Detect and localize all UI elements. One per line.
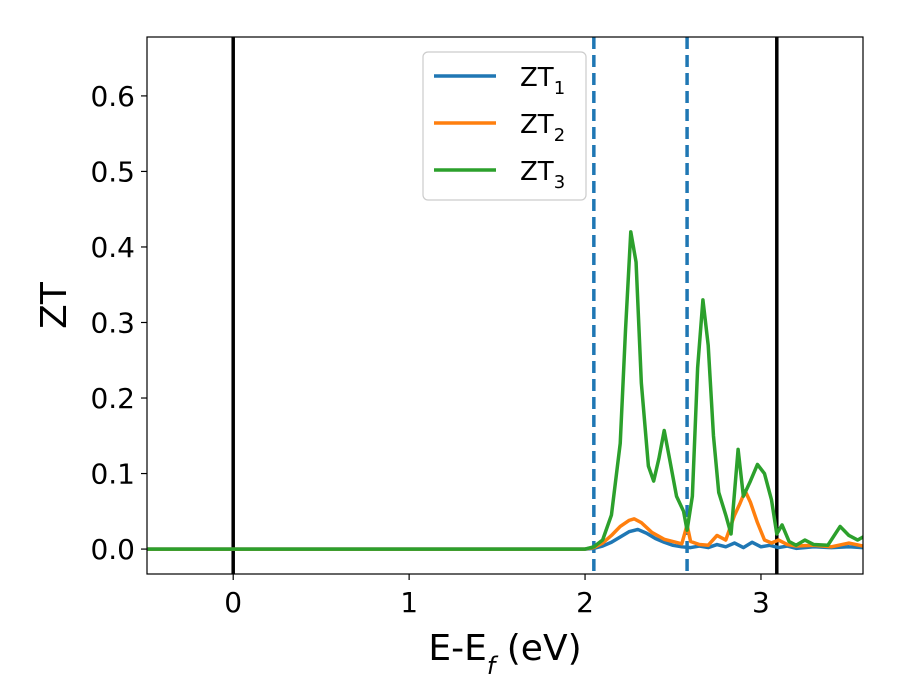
y-tick-label: 0.2: [90, 382, 135, 415]
y-tick-label: 0.1: [90, 458, 135, 491]
legend-label-1: ZT1: [520, 63, 565, 99]
x-tick-label: 3: [752, 586, 770, 619]
axes-frame: [146, 36, 864, 575]
y-tick-label: 0.4: [90, 231, 135, 264]
legend-box: [422, 51, 587, 201]
axis-titles: E-Ef (eV) ZT: [34, 281, 582, 680]
y-tick-label: 0.3: [90, 306, 135, 339]
axis-ticks: 0 1 2 3 0.0 0.1 0.2 0.3 0.4 0.5 0.6: [90, 80, 769, 619]
x-axis-title: E-Ef (eV): [428, 628, 581, 680]
x-tick-label: 0: [224, 586, 242, 619]
series-line-1: [147, 527, 863, 551]
y-tick-label: 0.6: [90, 80, 135, 113]
plot-area: [147, 37, 863, 574]
y-axis-title: ZT: [34, 281, 75, 329]
legend: ZT1 ZT2 ZT3: [422, 51, 587, 201]
series-line-3: [147, 230, 863, 551]
y-tick-label: 0.5: [90, 155, 135, 188]
y-tick-label: 0.0: [90, 533, 135, 566]
legend-label-2: ZT2: [520, 110, 565, 146]
legend-label-3: ZT3: [520, 157, 565, 193]
x-tick-label: 1: [400, 586, 418, 619]
plot-border: [146, 36, 864, 575]
series-line-2: [147, 489, 863, 551]
x-tick-label: 2: [576, 586, 594, 619]
